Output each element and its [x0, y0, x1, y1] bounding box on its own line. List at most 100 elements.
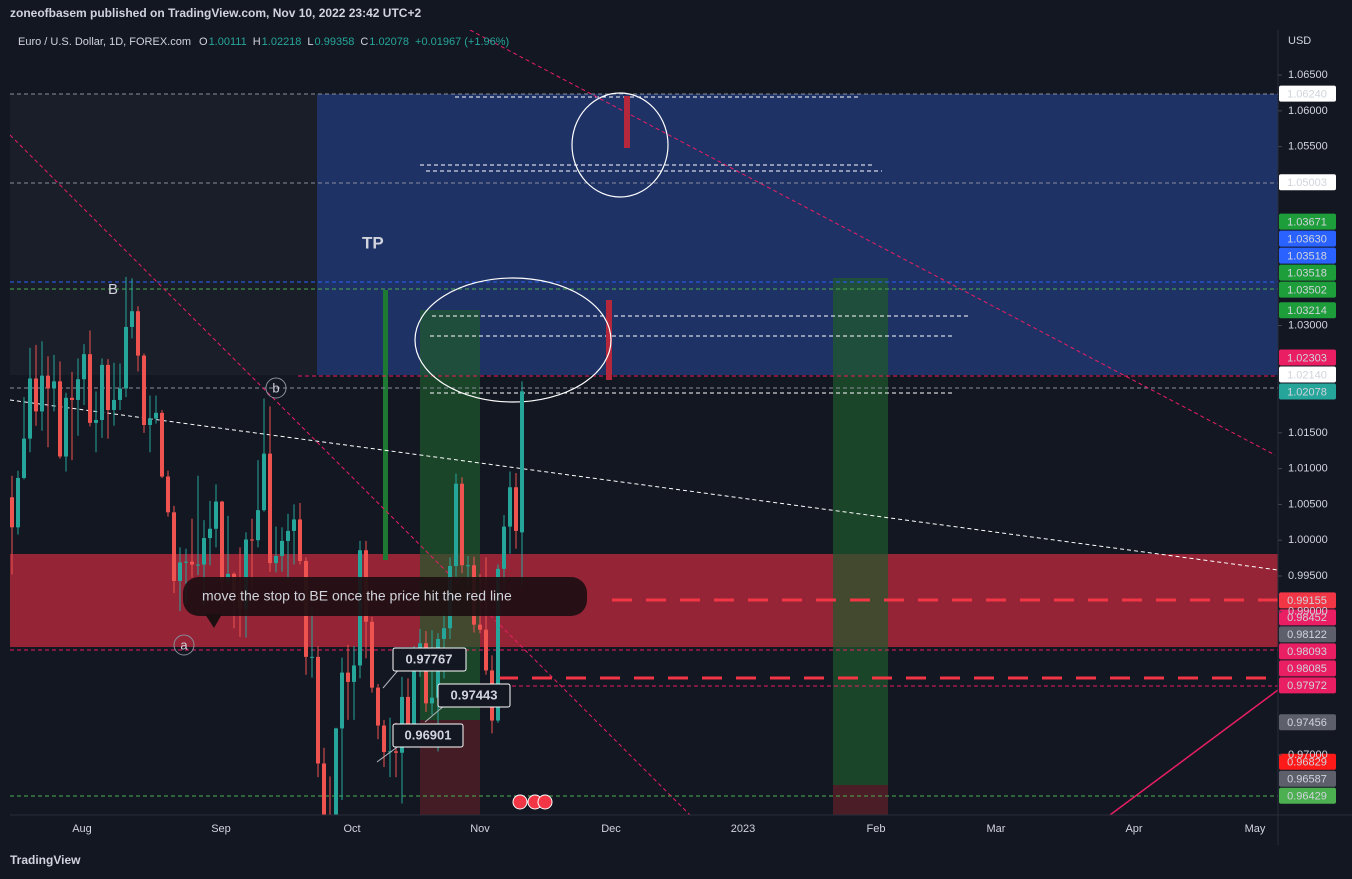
candle-body	[136, 311, 140, 356]
event-icon[interactable]	[512, 794, 528, 810]
note-text: 0.97443	[451, 687, 498, 702]
price-tag-label: 1.02078	[1287, 386, 1327, 398]
candle-body	[298, 519, 302, 561]
legend-key: L	[307, 36, 313, 48]
candle-body	[40, 375, 44, 412]
candle-body	[310, 656, 314, 658]
price-tag-label: 0.96429	[1287, 791, 1327, 803]
candle-body	[430, 697, 434, 704]
candle-body	[82, 354, 86, 380]
price-tag-label: 1.03214	[1287, 305, 1327, 317]
candle-body	[454, 483, 458, 566]
y-tick-label: 1.01000	[1288, 463, 1328, 475]
legend-symbol: Euro / U.S. Dollar, 1D, FOREX.com	[18, 36, 191, 48]
price-notes: 0.97767 0.97443 0.96901	[376, 647, 511, 763]
legend-key: H	[253, 36, 261, 48]
candle-body	[34, 378, 38, 412]
candle-body	[286, 530, 290, 541]
trend-line	[10, 134, 691, 815]
wave-label: b	[272, 380, 279, 395]
price-tag-label: 1.03630	[1287, 234, 1327, 246]
candle-body	[112, 399, 116, 410]
footer-brand: TradingView	[10, 853, 81, 867]
price-tag	[1279, 174, 1336, 191]
byline: zoneofbasem published on TradingView.com…	[10, 6, 421, 20]
candle-body	[166, 476, 170, 513]
price-tag	[1279, 643, 1336, 660]
candle-body	[208, 528, 212, 539]
x-tick-label: Oct	[343, 823, 360, 835]
candle-body	[292, 519, 296, 531]
x-tick-label: May	[1245, 823, 1266, 835]
candle-body	[262, 453, 266, 511]
price-tag-label: 1.03518	[1287, 251, 1327, 263]
legend-key: C	[360, 36, 368, 48]
candle-body	[130, 311, 134, 327]
candle-body	[502, 526, 506, 569]
y-tick-label: 0.99000	[1288, 606, 1328, 618]
price-tag-label: 0.98452	[1287, 612, 1327, 624]
candle-body	[334, 728, 338, 815]
price-tag	[1279, 626, 1336, 643]
candle-body	[118, 388, 122, 400]
candle-body	[508, 487, 512, 527]
candle-body	[466, 565, 470, 567]
candle-body	[58, 381, 62, 457]
candle-body	[184, 561, 188, 563]
price-tag	[1279, 609, 1336, 626]
candle-body	[16, 477, 20, 528]
candle-body	[376, 687, 380, 726]
long-profit	[833, 278, 888, 785]
x-tick-label: Apr	[1125, 823, 1142, 835]
note-box	[437, 683, 511, 708]
price-tag-label: 0.97972	[1287, 680, 1327, 692]
candle-body	[10, 497, 14, 528]
candle-body	[178, 562, 182, 582]
price-tag	[1279, 592, 1336, 609]
price-tag	[1279, 660, 1336, 677]
price-tag	[1279, 383, 1336, 400]
axis-unit: USD	[1288, 35, 1311, 47]
price-tag-label: 0.98085	[1287, 663, 1327, 675]
price-tag	[1279, 281, 1336, 298]
candle-body	[280, 540, 284, 556]
vertical-marker	[383, 290, 388, 560]
candle-body	[406, 696, 410, 740]
price-tag-label: 1.05003	[1287, 177, 1327, 189]
projection-bar	[606, 300, 612, 380]
candle-body	[190, 561, 194, 565]
price-tag-label: 1.06240	[1287, 89, 1327, 101]
x-tick-label: Dec	[601, 823, 621, 835]
candle-body	[76, 379, 80, 400]
candle-body	[244, 539, 248, 609]
candle-body	[142, 355, 146, 426]
wave-marker	[265, 377, 287, 399]
event-icon[interactable]	[537, 794, 553, 810]
candle-body	[64, 397, 68, 457]
y-tick-label: 1.03000	[1288, 319, 1328, 331]
y-tick-label: 0.99500	[1288, 570, 1328, 582]
wave-label: B	[108, 281, 118, 298]
candle-body	[22, 438, 26, 478]
note-box	[392, 647, 467, 672]
candle-body	[346, 672, 350, 682]
candle-body	[160, 412, 164, 477]
candle-body	[268, 453, 272, 564]
candle-body	[316, 656, 320, 764]
candle-body	[100, 364, 104, 420]
x-tick-label: Mar	[987, 823, 1006, 835]
wave-label: a	[180, 637, 188, 652]
callout-tail	[205, 614, 222, 628]
x-tick-label: 2023	[731, 823, 755, 835]
freehand-circle	[571, 92, 669, 198]
x-tick-label: Aug	[72, 823, 92, 835]
candle-body	[370, 621, 374, 688]
candle-body	[154, 412, 158, 419]
price-tag	[1279, 264, 1336, 281]
legend: Euro / U.S. Dollar, 1D, FOREX.com O1.0011…	[18, 36, 509, 48]
candle-body	[442, 628, 446, 639]
shade	[10, 94, 317, 375]
candle-body	[52, 381, 56, 389]
candle-body	[424, 643, 428, 704]
y-tick-label: 1.00000	[1288, 534, 1328, 546]
